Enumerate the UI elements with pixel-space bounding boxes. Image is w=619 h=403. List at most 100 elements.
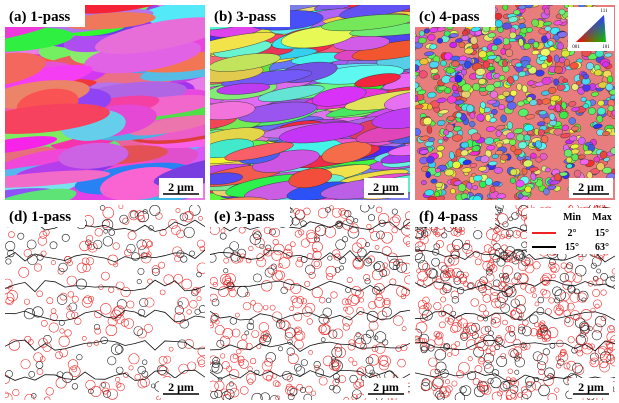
panel-label: (f) 4-pass: [419, 209, 478, 225]
legend-min-header: Min: [563, 212, 581, 223]
grain: [431, 179, 438, 184]
panel-label: (d) 1-pass: [9, 209, 71, 225]
grain: [516, 180, 525, 188]
scale-bar-label: 2 μm: [373, 180, 399, 194]
grain: [553, 0, 561, 4]
boundary-legend: Min Max 2° 15° 15° 63°: [527, 208, 615, 254]
grain: [547, 0, 556, 5]
legend-row2-min: 15°: [565, 242, 579, 253]
panel-label: (c) 4-pass: [419, 9, 480, 25]
legend-row1-max: 15°: [595, 228, 609, 239]
grain: [615, 168, 619, 176]
grain: [600, 151, 608, 159]
grain: [428, 137, 435, 142]
grain: [500, 154, 508, 161]
grain: [510, 90, 517, 97]
grain: [486, 126, 496, 132]
grain: [524, 186, 531, 193]
grain: [541, 35, 548, 43]
panel: [1, 202, 207, 403]
scale-bar-label: 2 μm: [373, 380, 399, 394]
grain: [410, 88, 416, 96]
grain: [513, 9, 520, 15]
grain: [507, 121, 513, 129]
grain: [535, 0, 543, 2]
scale-bar-label: 2 μm: [578, 180, 604, 194]
grain: [576, 80, 582, 85]
panel-label: (e) 3-pass: [214, 209, 275, 225]
grain: [528, 0, 535, 5]
grain: [472, 83, 480, 91]
grain: [476, 114, 484, 122]
grain: [562, 0, 569, 2]
grain: [355, 0, 411, 2]
grain: [566, 163, 572, 168]
grain: [433, 74, 441, 80]
grain: [427, 34, 435, 42]
scale-bar-label: 2 μm: [168, 180, 194, 194]
grain: [559, 9, 566, 16]
grain: [540, 153, 548, 161]
grain: [527, 130, 533, 135]
grain: [493, 38, 502, 45]
grain: [509, 32, 516, 39]
grain: [516, 83, 522, 90]
grain: [500, 48, 505, 55]
grain: [426, 156, 435, 164]
grain: [470, 112, 476, 119]
grain: [554, 66, 563, 74]
grain: [549, 120, 557, 126]
panels: (a) 1-pass 2 μm (b) 3-pass 2 μm (c) 4-pass 2 …: [0, 0, 619, 403]
map-background: [5, 205, 205, 400]
grain: [566, 157, 572, 163]
grain: [418, 37, 427, 44]
grain: [444, 87, 451, 94]
grain: [586, 62, 594, 70]
grain: [583, 103, 589, 108]
grain: [461, 142, 469, 149]
grain: [554, 0, 563, 5]
ipf-legend: 111 001 101: [568, 7, 614, 51]
grain: [502, 60, 508, 67]
grain: [464, 61, 472, 69]
scale-bar-label: 2 μm: [578, 380, 604, 394]
ipf-left-label: 001: [572, 45, 580, 50]
grain: [546, 0, 555, 5]
grain: [588, 107, 596, 115]
grain: [548, 40, 554, 46]
panel-label: (a) 1-pass: [9, 9, 70, 25]
grain: [576, 0, 582, 3]
grain: [560, 0, 569, 5]
figure: (a) 1-pass 2 μm (b) 3-pass 2 μm (c) 4-pass 2 …: [0, 0, 619, 403]
grain: [469, 121, 475, 127]
grain: [412, 64, 420, 71]
grain: [483, 61, 491, 69]
grain: [574, 170, 582, 178]
grain: [588, 0, 595, 1]
grain: [538, 0, 545, 5]
panel: [208, 203, 415, 403]
grain: [452, 85, 458, 91]
grain: [427, 104, 433, 111]
panel-label: (b) 3-pass: [214, 9, 276, 25]
grain: [518, 193, 524, 199]
grain: [466, 104, 474, 112]
grain: [413, 128, 421, 136]
grain: [554, 173, 562, 181]
grain: [578, 137, 586, 145]
grain: [602, 61, 609, 67]
grain: [533, 41, 539, 48]
grain: [605, 83, 613, 91]
grain: [438, 139, 443, 144]
grain: [608, 105, 614, 111]
ipf-top-label: 111: [600, 9, 608, 14]
legend-row1-min: 2°: [568, 228, 577, 239]
scale-bar-label: 2 μm: [168, 380, 194, 394]
grain: [549, 0, 558, 4]
grain: [586, 0, 595, 5]
grain: [579, 0, 588, 3]
grain: [434, 191, 440, 197]
legend-row2-max: 63°: [595, 242, 609, 253]
grain: [462, 30, 468, 36]
grain: [421, 180, 427, 185]
